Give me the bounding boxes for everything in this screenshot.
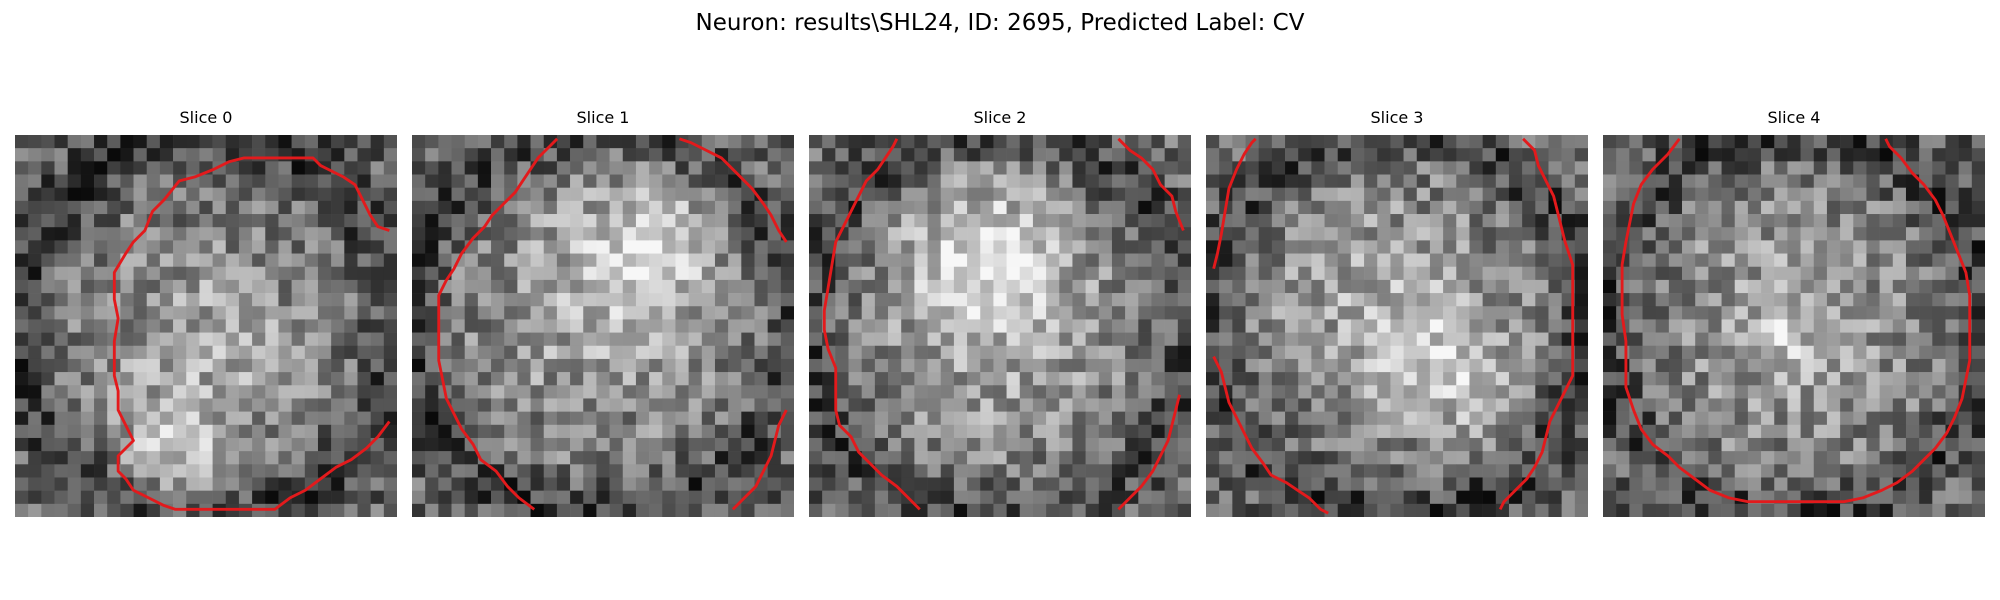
contour-line-1 <box>678 137 788 243</box>
slice-title-1: Slice 1 <box>576 108 630 127</box>
contour-line-0 <box>112 156 390 480</box>
slice-title-3: Slice 3 <box>1370 108 1424 127</box>
slice-image-0 <box>15 135 397 517</box>
slice-panel-2: Slice 2 <box>809 108 1191 522</box>
contour-line-0 <box>1212 137 1257 270</box>
contour-line-1 <box>124 420 391 511</box>
contour-line-1 <box>1117 137 1185 232</box>
slice-panel-1: Slice 1 <box>412 108 794 522</box>
slice-panel-3: Slice 3 <box>1206 108 1588 522</box>
contour-line-1 <box>1498 137 1575 511</box>
slice-image-4 <box>1603 135 1985 517</box>
slice-panel-4: Slice 4 <box>1603 108 1985 522</box>
slice-title-2: Slice 2 <box>973 108 1027 127</box>
contour-line-2 <box>1117 394 1181 511</box>
slice-image-1 <box>412 135 794 517</box>
figure-title: Neuron: results\SHL24, ID: 2695, Predict… <box>695 10 1305 36</box>
pixel-grid <box>1206 135 1588 517</box>
contour-line-0 <box>437 137 559 511</box>
pixel-grid <box>1603 135 1985 517</box>
slice-title-4: Slice 4 <box>1767 108 1821 127</box>
contour-line-0 <box>822 138 921 511</box>
contour-line-2 <box>1212 355 1329 515</box>
pixel-grid <box>412 135 794 517</box>
slice-panel-0: Slice 0 <box>15 108 397 522</box>
slice-title-0: Slice 0 <box>179 108 233 127</box>
slice-image-2 <box>809 135 1191 517</box>
slice-image-3 <box>1206 135 1588 517</box>
contour-line-0 <box>1620 137 1972 504</box>
pixel-grid <box>15 135 397 517</box>
contour-line-2 <box>731 409 788 511</box>
pixel-grid <box>809 135 1191 517</box>
